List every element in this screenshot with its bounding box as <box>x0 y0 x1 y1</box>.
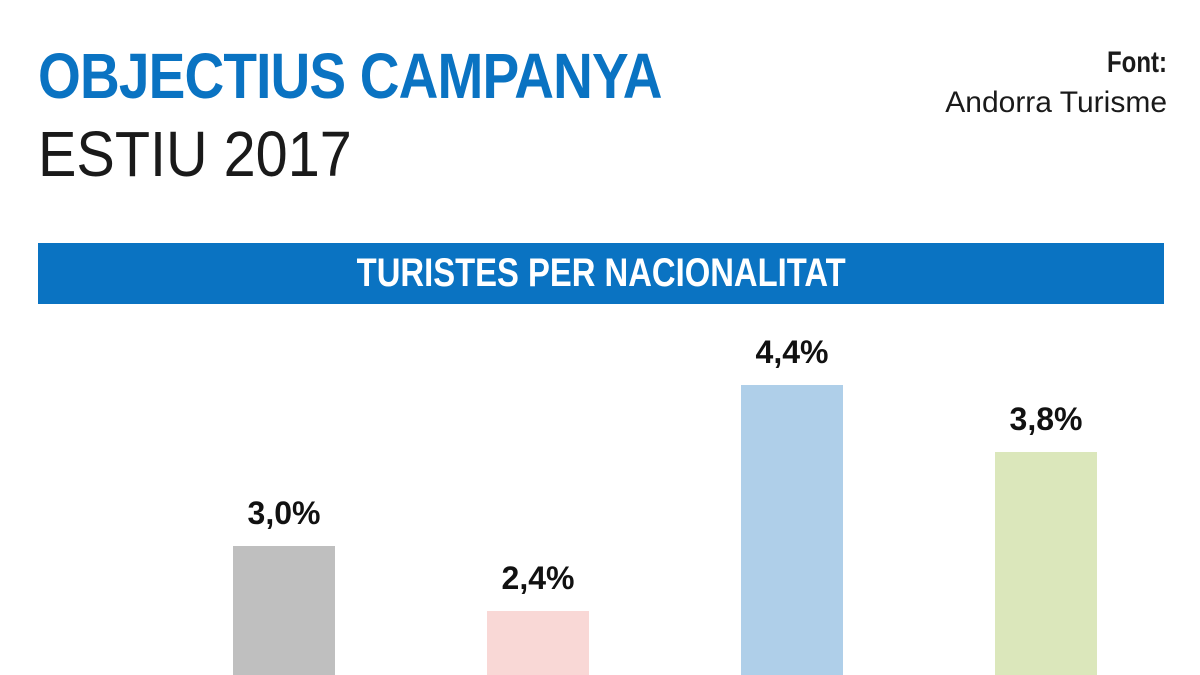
bar-value-label: 4,4% <box>755 334 829 370</box>
source-value: Andorra Turisme <box>945 86 1167 119</box>
page-title: OBJECTIUS CAMPANYA <box>38 40 663 112</box>
bar-value-label: 3,8% <box>1009 401 1083 437</box>
bar-1 <box>233 546 335 675</box>
bar-value-label: 2,4% <box>501 560 575 596</box>
chart-title: TURISTES PER NACIONALITAT <box>356 251 846 295</box>
bar-2 <box>487 611 589 675</box>
page-subtitle: ESTIU 2017 <box>38 118 352 190</box>
chart-title-banner: TURISTES PER NACIONALITAT <box>38 243 1164 304</box>
bar-3 <box>741 385 843 675</box>
source-label: Font: <box>1107 46 1167 79</box>
bar-4 <box>995 452 1097 675</box>
bar-value-label: 3,0% <box>247 495 321 531</box>
